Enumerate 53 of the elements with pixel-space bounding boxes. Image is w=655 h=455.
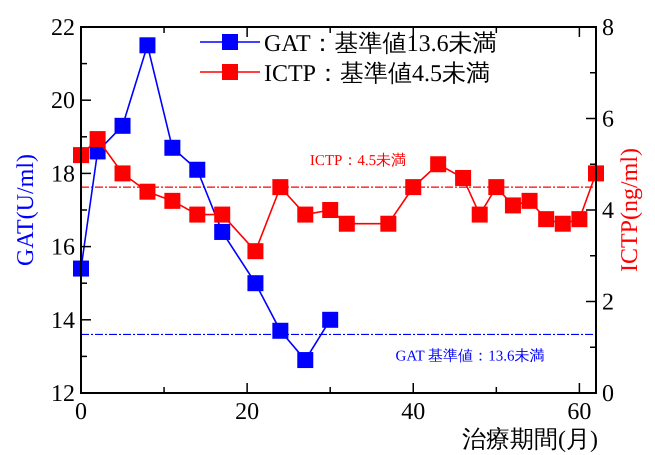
y2-tick-label: 0: [602, 381, 614, 407]
point: [214, 224, 230, 240]
point: [338, 216, 355, 232]
point: [472, 206, 488, 223]
point: [164, 192, 180, 209]
point: [380, 216, 396, 232]
ref-line-label: GAT 基準値：13.6未満: [396, 347, 544, 364]
y2-tick-label: 2: [602, 290, 614, 316]
y-tick-label: 16: [51, 234, 75, 261]
point: [272, 179, 288, 196]
point: [538, 211, 554, 228]
y-tick-label: 20: [51, 88, 75, 114]
point: [189, 162, 206, 178]
ref-line-label: ICTP：4.5未満: [310, 152, 406, 170]
y2-tick-label: 6: [602, 106, 614, 132]
point: [571, 211, 588, 228]
point: [430, 156, 446, 172]
y-tick-label: 18: [51, 161, 75, 188]
y2-tick-label: 8: [602, 15, 614, 41]
x-axis-title: 治療期間(月): [462, 426, 598, 453]
point: [214, 206, 230, 223]
legend-label: GAT：基準値13.6未満: [264, 31, 497, 57]
point: [114, 118, 131, 134]
y-tick-label: 14: [51, 308, 75, 334]
point: [297, 206, 314, 223]
legend-label: ICTP：基準値4.5未満: [264, 61, 490, 87]
point: [297, 352, 314, 368]
x-tick-label: 20: [235, 399, 260, 425]
point: [247, 243, 264, 260]
y2-tick-label: 4: [602, 198, 614, 224]
point: [405, 179, 422, 196]
point: [504, 197, 521, 214]
point: [247, 275, 264, 292]
y-tick-label: 12: [51, 381, 75, 407]
point: [522, 192, 538, 209]
point: [322, 202, 338, 218]
point: [272, 322, 288, 339]
point: [189, 206, 206, 223]
point: [554, 216, 571, 232]
point: [455, 170, 472, 186]
x-tick-label: 40: [401, 399, 426, 425]
point: [90, 131, 106, 148]
x-tick-label: 60: [567, 399, 592, 425]
point: [164, 140, 180, 156]
point: [488, 179, 504, 196]
y2-axis-title: ICTP(ng/ml): [617, 148, 643, 272]
point: [114, 165, 131, 182]
point: [139, 37, 156, 54]
y-tick-label: 22: [51, 15, 75, 41]
y-axis-title: GAT(U/ml): [13, 154, 39, 266]
point: [322, 312, 338, 328]
x-tick-label: 0: [75, 399, 87, 425]
point: [139, 184, 156, 200]
